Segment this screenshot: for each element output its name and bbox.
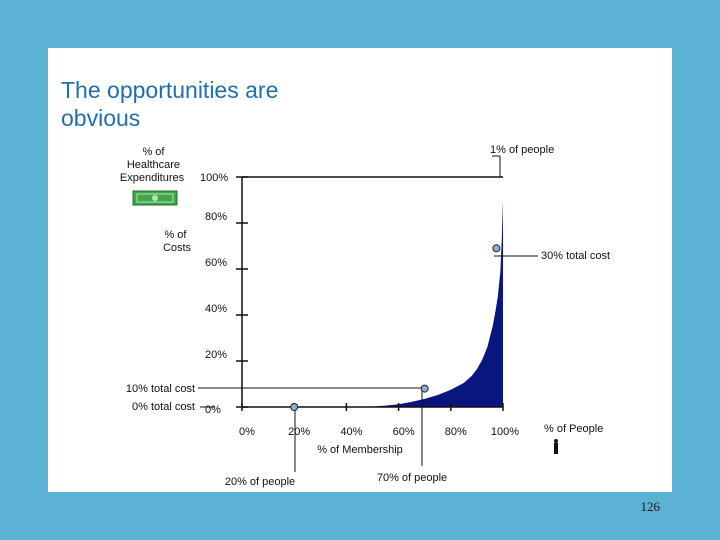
y-tick-marks — [236, 176, 248, 408]
y-tick-label-20: 20% — [205, 349, 227, 361]
x-tick-label-100: 100% — [491, 426, 519, 438]
cost-curve-area — [242, 200, 503, 407]
x-tick-label-60: 60% — [393, 426, 415, 438]
callout-one-pct-people — [492, 155, 501, 177]
callout-one-pct-people-label: 1% of people — [490, 144, 554, 156]
x-axis-end-label: % of People — [544, 423, 603, 435]
callout-seventy-pct-people-label: 70% of people — [377, 472, 447, 484]
y-axis-top-label: % of Healthcare Expenditures — [120, 146, 185, 184]
page-number: 126 — [640, 499, 661, 514]
callout-zero-pct-cost-label: 0% total cost — [132, 401, 195, 413]
x-axis-label: % of Membership — [317, 444, 403, 456]
person-icon — [554, 439, 558, 454]
y-tick-label-0: 0% — [205, 404, 221, 416]
callout-thirty-pct-cost-label: 30% total cost — [541, 250, 610, 262]
slide-title: The opportunities are obvious — [61, 77, 279, 131]
y-tick-label-60: 60% — [205, 257, 227, 269]
data-markers — [290, 244, 501, 411]
money-icon — [132, 190, 178, 206]
x-tick-label-0: 0% — [239, 426, 255, 438]
x-tick-label-80: 80% — [445, 426, 467, 438]
marker-2 — [492, 244, 501, 253]
y-tick-labels: 0% 20% 40% 60% 80% 100% — [200, 172, 228, 416]
marker-1 — [420, 384, 429, 393]
x-tick-marks — [241, 403, 504, 411]
x-tick-label-20: 20% — [288, 426, 310, 438]
y-tick-label-40: 40% — [205, 303, 227, 315]
callout-twenty-pct-people-label: 20% of people — [225, 476, 295, 488]
y-axis-side-label: % of Costs — [163, 229, 192, 254]
callout-ten-pct-cost-label: 10% total cost — [126, 383, 195, 395]
x-tick-labels: 0% 20% 40% 60% 80% 100% — [239, 426, 519, 438]
y-tick-label-100: 100% — [200, 172, 228, 184]
marker-0 — [290, 403, 299, 411]
y-tick-label-80: 80% — [205, 211, 227, 223]
x-tick-label-40: 40% — [340, 426, 362, 438]
slide-canvas — [48, 48, 672, 492]
